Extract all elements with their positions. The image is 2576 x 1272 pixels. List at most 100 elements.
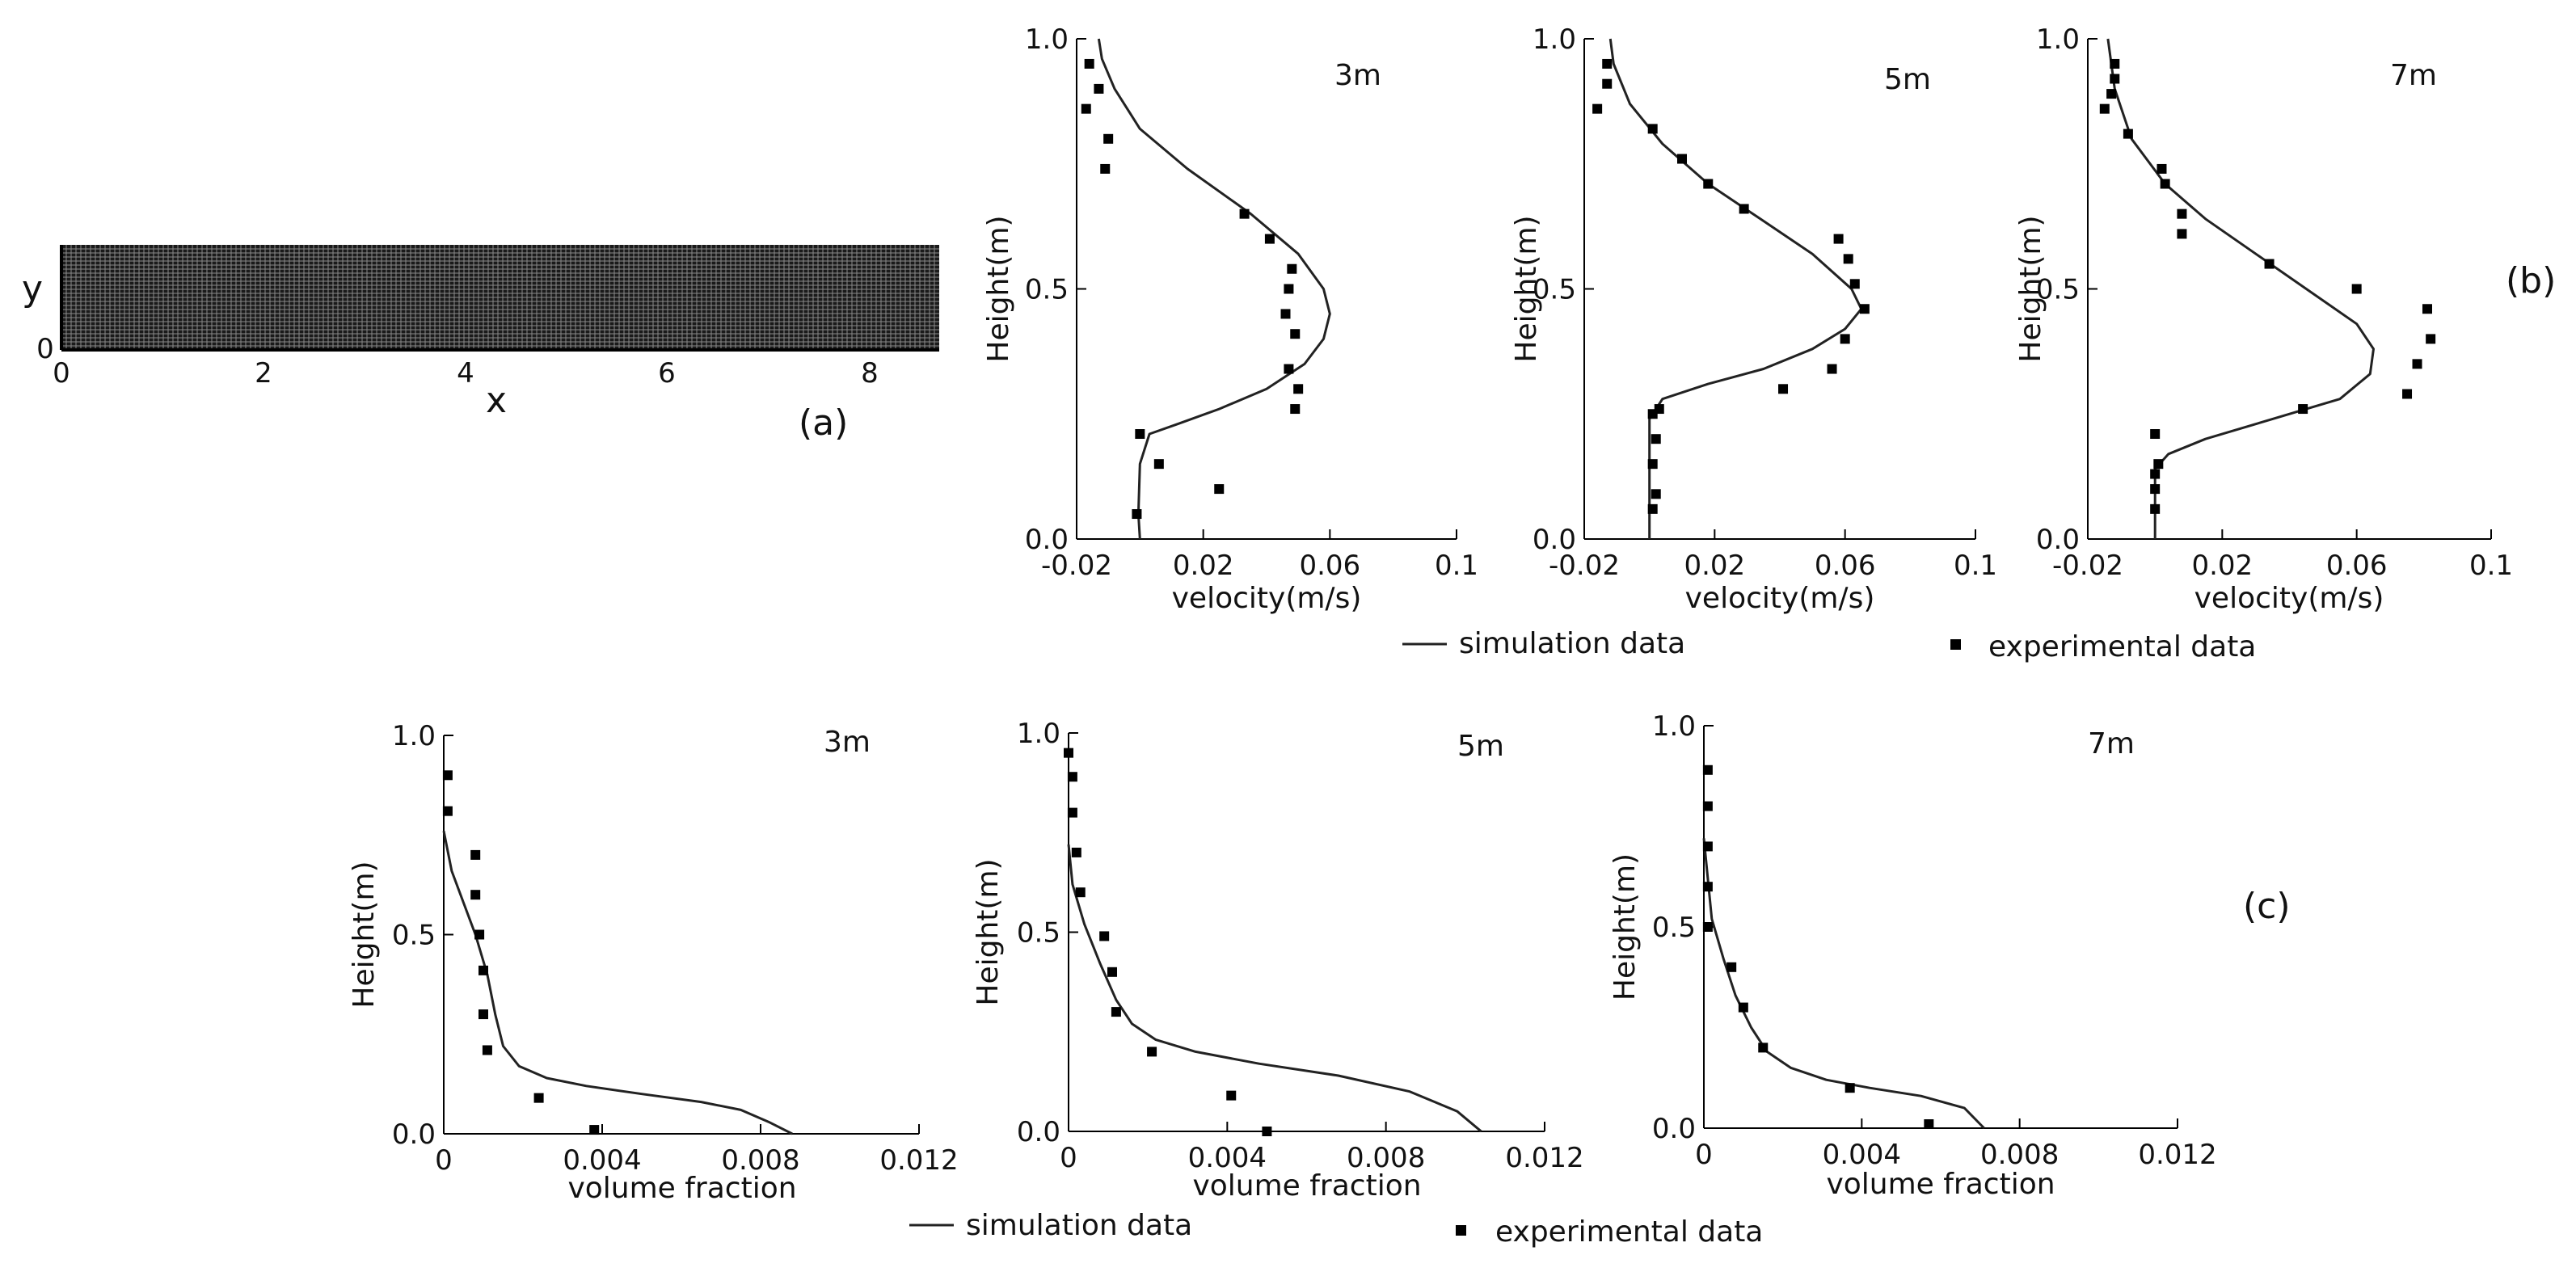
x-tick-label: 0: [1695, 1139, 1713, 1171]
experimental-point: [2160, 179, 2170, 189]
experimental-point: [2298, 404, 2308, 415]
experimental-point: [1135, 429, 1145, 440]
experimental-point: [1239, 208, 1250, 219]
experimental-point: [1075, 887, 1086, 898]
experimental-point: [1214, 484, 1225, 495]
panel-a-x-tick: 6: [658, 357, 676, 390]
chart-volume-fraction-7m: 0 0.004 0.008 0.012 0.0 0.5 1.0 Height(m) volume…: [1608, 710, 2217, 1201]
x-axis-label: volume fraction: [1826, 1168, 2055, 1201]
experimental-point: [1827, 364, 1837, 374]
experimental-point: [2150, 484, 2161, 495]
x-axis-label: volume fraction: [567, 1172, 796, 1205]
y-tick-label: 0.5: [392, 920, 436, 952]
experimental-point: [2106, 89, 2117, 99]
experimental-point: [1859, 304, 1870, 314]
experimental-point: [1081, 103, 1091, 114]
experimental-point: [589, 1125, 600, 1135]
experimental-point: [533, 1093, 544, 1103]
experimental-point: [442, 770, 453, 781]
experimental-point: [1647, 459, 1658, 470]
panel-a-x-tick: 0: [53, 357, 70, 390]
experimental-point: [2110, 74, 2120, 84]
chart-velocity-7m: -0.02 0.02 0.06 0.1 0.0 0.5 1.0 Height(m) veloci…: [2014, 23, 2513, 615]
x-tick-label: 0.06: [2326, 550, 2388, 582]
legend-c: simulation data experimental data: [909, 1209, 1763, 1249]
experimental-point: [1064, 748, 1073, 758]
experimental-point: [1094, 83, 1104, 94]
experimental-point: [2123, 128, 2133, 139]
x-tick-label: 0.004: [563, 1144, 641, 1177]
x-tick-label: 0.06: [1815, 550, 1876, 582]
chart-title: 5m: [1457, 730, 1504, 763]
simulation-line: [2106, 38, 2375, 539]
experimental-point: [2177, 208, 2187, 219]
experimental-point: [1702, 801, 1713, 811]
legend-b-marker-icon: [1950, 639, 1961, 650]
x-tick-label: 0.1: [1435, 550, 1478, 582]
experimental-point: [1758, 1042, 1769, 1053]
chart-title: 3m: [824, 726, 871, 759]
chart-title: 7m: [2088, 727, 2135, 760]
experimental-point: [2153, 459, 2164, 470]
experimental-point: [1602, 78, 1613, 89]
y-tick-label: 0.0: [2036, 524, 2080, 556]
panel-c-label: (c): [2243, 886, 2291, 927]
x-tick-label: 0: [435, 1144, 453, 1177]
experimental-point: [1287, 263, 1297, 274]
legend-b-sim-label: simulation data: [1459, 627, 1685, 660]
y-tick-label: 1.0: [392, 720, 436, 752]
x-tick-label: 0.02: [1173, 550, 1234, 582]
y-axis-label: Height(m): [972, 858, 1005, 1005]
y-tick-label: 1.0: [1533, 23, 1576, 56]
y-tick-label: 1.0: [1017, 718, 1060, 750]
experimental-point: [2157, 163, 2167, 174]
experimental-point: [1592, 103, 1603, 114]
experimental-point: [1739, 204, 1749, 214]
experimental-point: [1849, 279, 1860, 289]
experimental-point: [1833, 234, 1844, 244]
y-axis-label: Height(m): [1510, 215, 1543, 362]
x-tick-label: 0.012: [1505, 1142, 1583, 1174]
y-tick-label: 0.5: [1025, 274, 1069, 306]
experimental-point: [1843, 254, 1853, 264]
experimental-point: [470, 890, 481, 900]
experimental-point: [1107, 967, 1117, 977]
experimental-point: [479, 965, 488, 975]
y-tick-label: 0.0: [1533, 524, 1576, 556]
experimental-point: [1677, 154, 1687, 164]
y-tick-label: 0.5: [1017, 917, 1060, 950]
legend-c-exp-label: experimental data: [1495, 1215, 1763, 1249]
y-axis-label: Height(m): [1608, 853, 1642, 1000]
chart-title: 7m: [2390, 59, 2437, 92]
experimental-point: [1067, 772, 1077, 782]
experimental-point: [442, 806, 453, 816]
experimental-point: [2177, 229, 2187, 239]
experimental-point: [1840, 334, 1850, 344]
simulation-line: [442, 831, 793, 1135]
chart-volume-fraction-3m: 0 0.004 0.008 0.012 0.0 0.5 1.0 Height(m) volume…: [348, 720, 959, 1205]
experimental-point: [2150, 503, 2161, 514]
experimental-point: [1702, 764, 1713, 775]
experimental-point: [2422, 304, 2432, 314]
experimental-point: [1153, 459, 1164, 470]
experimental-point: [1647, 124, 1658, 134]
x-tick-label: 0.1: [1954, 550, 1997, 582]
experimental-point: [2264, 259, 2275, 269]
x-axis-label: velocity(m/s): [2194, 582, 2384, 615]
panel-b-label: (b): [2506, 260, 2556, 301]
y-axis-label: Height(m): [2014, 215, 2047, 362]
y-tick-label: 0.0: [1017, 1116, 1060, 1148]
experimental-point: [1647, 503, 1658, 514]
experimental-point: [1651, 489, 1661, 499]
experimental-point: [1703, 179, 1714, 189]
experimental-point: [1284, 364, 1294, 374]
x-tick-label: 0.012: [879, 1144, 958, 1177]
experimental-point: [1738, 1002, 1748, 1013]
x-tick-label: -0.02: [1041, 550, 1112, 582]
experimental-point: [1651, 434, 1661, 444]
experimental-point: [1290, 329, 1301, 339]
x-tick-label: 0.008: [721, 1144, 799, 1177]
y-tick-label: 0.5: [1533, 274, 1576, 306]
experimental-point: [1280, 309, 1291, 319]
y-axis-label: Height(m): [982, 215, 1015, 362]
